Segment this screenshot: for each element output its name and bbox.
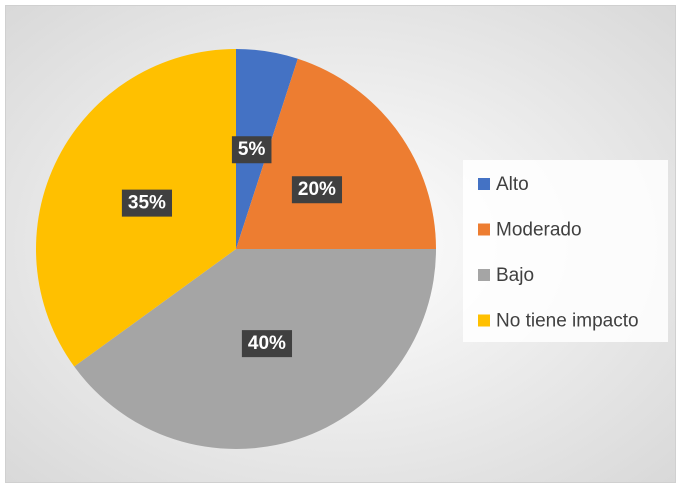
data-label: 20% <box>298 179 336 200</box>
data-label: 35% <box>128 193 166 214</box>
data-label-box <box>121 189 173 217</box>
legend-swatch <box>478 178 490 190</box>
legend-swatch <box>478 314 490 327</box>
data-labels: 5% 20% 40% 35% <box>121 136 343 358</box>
pie-slice <box>236 58 436 249</box>
legend-label: Moderado <box>496 220 582 241</box>
pie <box>36 48 437 449</box>
legend-swatch <box>478 269 490 281</box>
data-label: 40% <box>248 333 286 354</box>
legend-label: No tiene impacto <box>496 311 639 332</box>
legend-box <box>463 160 668 342</box>
legend-label: Bajo <box>496 265 534 286</box>
legend-label: Alto <box>496 174 529 195</box>
data-label: 5% <box>238 139 266 160</box>
data-label-box <box>241 330 293 358</box>
data-label-box <box>231 136 272 164</box>
data-label-box <box>291 176 343 204</box>
legend-swatch <box>478 223 490 236</box>
legend: Alto Moderado Bajo No tiene impacto <box>478 174 639 332</box>
